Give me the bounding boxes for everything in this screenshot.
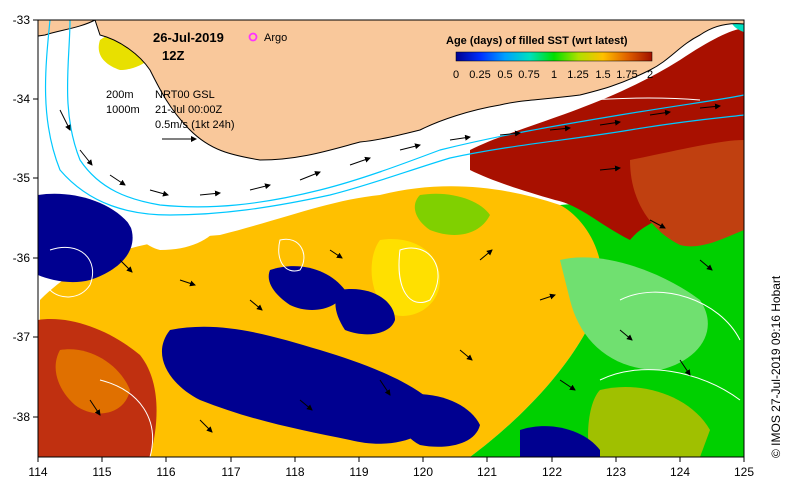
lon-tick-label: 121 [477, 465, 497, 479]
colorbar-tick-label: 0.75 [518, 69, 539, 81]
velocity-arrow-icon [299, 171, 321, 181]
isobath-label-200m: 200m [106, 89, 134, 101]
lon-tick-label: 115 [92, 465, 111, 479]
velocity-arrow-icon [449, 134, 471, 141]
isobath-label-1000m: 1000m [106, 104, 140, 116]
velocity-scale-label: 0.5m/s (1kt 24h) [155, 119, 234, 131]
age-region-navy-southwest [161, 326, 440, 444]
age-region-orange-southwest [55, 349, 130, 414]
isobath-contours [44, 19, 745, 216]
lon-tick-label: 119 [349, 465, 368, 479]
velocity-arrow-icon [699, 259, 713, 271]
velocity-arrow-icon [499, 130, 521, 137]
velocity-arrow-icon [59, 109, 71, 131]
map-date: 26-Jul-2019 [153, 30, 224, 45]
altimetry-product: NRT00 GSL [155, 89, 215, 101]
velocity-arrow-icon [649, 109, 671, 116]
lon-tick-label: 117 [221, 465, 240, 479]
map-hour: 12Z [162, 48, 184, 63]
velocity-arrow-icon [249, 183, 271, 191]
plot-frame [37, 19, 745, 458]
axis-ticks [33, 19, 745, 462]
velocity-arrow-icon [699, 103, 721, 110]
velocity-arrow-icon [299, 399, 313, 411]
velocity-arrow-icon [89, 399, 101, 416]
lon-tick-label: 122 [542, 465, 562, 479]
colorbar-tick-label: 1.75 [616, 69, 637, 81]
age-region-yellow-light [371, 239, 440, 316]
colorbar [455, 51, 653, 62]
age-region-olive [588, 386, 710, 457]
velocity-arrow-icon [119, 259, 133, 273]
lon-tick-label: 116 [156, 465, 175, 479]
velocity-arrow-icon [559, 379, 576, 391]
velocity-arrow-icon [459, 349, 473, 361]
colorbar-tick-label: 1 [551, 69, 557, 81]
colorbar-tick-label: 0 [453, 69, 459, 81]
velocity-arrows [59, 103, 721, 433]
age-region-navy-south [396, 394, 480, 447]
credit-text: © IMOS 27-Jul-2019 09:16 Hobart [769, 275, 783, 458]
velocity-arrow-icon [149, 189, 169, 197]
age-region-green-patch [414, 193, 490, 235]
lon-tick-label: 123 [606, 465, 626, 479]
velocity-arrow-icon [199, 419, 213, 433]
velocity-arrow-icon [679, 359, 691, 376]
lat-tick-label: -35 [13, 171, 31, 185]
velocity-arrow-icon [199, 190, 221, 197]
velocity-arrow-icon [249, 299, 263, 311]
colorbar-tick-label: 0.25 [469, 69, 490, 81]
velocity-arrow-icon [79, 149, 93, 166]
lon-tick-label: 120 [413, 465, 433, 479]
velocity-arrow-icon [479, 249, 493, 261]
lat-tick-label: -38 [13, 410, 31, 424]
velocity-arrow-icon [649, 219, 666, 229]
colorbar-title: Age (days) of filled SST (wrt latest) [446, 35, 628, 47]
lon-tick-label: 125 [734, 465, 754, 479]
lon-tick-labels: 114 115 116 117 118 119 120 121 122 123 … [28, 465, 754, 479]
velocity-arrow-icon [379, 379, 391, 396]
velocity-arrow-icon [109, 174, 126, 186]
lon-tick-label: 124 [670, 465, 690, 479]
velocity-arrow-icon [329, 249, 343, 259]
lat-tick-label: -33 [13, 13, 31, 27]
velocity-arrow-icon [599, 119, 621, 126]
lon-tick-label: 114 [28, 465, 47, 479]
colorbar-tick-label: 1.25 [567, 69, 588, 81]
velocity-arrow-icon [599, 165, 621, 172]
age-region-navy-west [38, 193, 133, 283]
sst-contours [49, 97, 741, 458]
age-region-navy-mid [268, 266, 345, 310]
argo-label: Argo [264, 32, 287, 44]
colorbar-tick-label: 2 [647, 69, 653, 81]
velocity-arrow-icon [399, 143, 421, 151]
colorbar-tick-labels: 0 0.25 0.5 0.75 1 1.25 1.5 1.75 2 [453, 69, 653, 81]
age-region-navy-center [335, 289, 395, 335]
lat-tick-label: -36 [13, 251, 31, 265]
velocity-arrow-icon [349, 156, 371, 166]
lon-tick-label: 118 [285, 465, 304, 479]
no-data-coastal-band [38, 20, 470, 227]
age-region-yellow [38, 186, 604, 457]
altimetry-date: 21-Jul 00:00Z [155, 104, 223, 116]
velocity-arrow-icon [619, 329, 633, 341]
age-region-rust [630, 140, 744, 247]
no-data-band-east [120, 200, 220, 250]
colorbar-tick-label: 1.5 [595, 69, 610, 81]
velocity-arrow-icon [549, 125, 571, 132]
age-region-light-green [560, 257, 708, 370]
lat-tick-label: -34 [13, 92, 31, 106]
argo-float-icon [248, 32, 258, 42]
lat-tick-label: -37 [13, 330, 31, 344]
velocity-arrow-icon [539, 293, 556, 301]
lat-tick-labels: -33 -34 -35 -36 -37 -38 [13, 13, 31, 424]
colorbar-tick-label: 0.5 [497, 69, 512, 81]
velocity-arrow-icon [179, 279, 196, 287]
age-region-navy-east [520, 426, 600, 457]
